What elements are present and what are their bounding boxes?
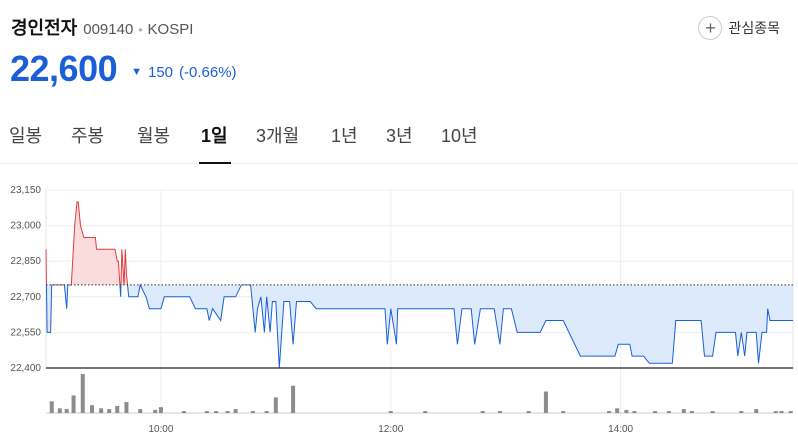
volume-bar <box>388 411 393 413</box>
tab-3month[interactable]: 3개월 <box>256 126 300 146</box>
period-tabs: 일봉 주봉 월봉 1일 3개월 1년 3년 10년 <box>0 116 798 164</box>
stock-name: 경인전자 <box>11 18 78 38</box>
volume-bar <box>689 411 694 413</box>
volume-bar <box>80 374 85 413</box>
volume-bar <box>653 411 658 413</box>
volume-bar <box>264 411 269 413</box>
volume-bar <box>115 405 120 413</box>
tab-3year[interactable]: 3년 <box>386 126 413 146</box>
volume-bar <box>291 385 296 413</box>
volume-bar <box>138 409 143 413</box>
volume-bar <box>497 411 502 413</box>
volume-bar <box>57 408 62 413</box>
volume-bar <box>480 411 485 413</box>
volume-bar <box>624 409 629 413</box>
volume-bar <box>71 395 76 413</box>
watchlist-label: 관심종목 <box>728 20 780 36</box>
volume-bar <box>423 411 428 413</box>
y-tick-label: 23,000 <box>10 221 41 232</box>
y-tick-label: 22,400 <box>10 363 41 374</box>
volume-bar <box>754 409 759 413</box>
volume-bar <box>214 411 219 413</box>
volume-bar <box>615 408 620 413</box>
volume-bar <box>250 411 255 413</box>
stock-header: 경인전자 009140 • KOSPI <box>11 14 193 44</box>
x-tick-label: 14:00 <box>608 424 633 435</box>
change-percent: (-0.66%) <box>179 63 237 81</box>
volume-bar <box>225 411 230 413</box>
volume-bar <box>632 411 637 413</box>
volume-bar <box>666 411 671 413</box>
price-line-up <box>45 201 252 285</box>
volume-bar <box>681 409 686 413</box>
volume-bar <box>49 401 54 413</box>
volume-bar <box>124 402 129 413</box>
down-arrow-icon: ▼ <box>131 66 142 78</box>
volume-bar <box>739 411 744 413</box>
area-below-reference <box>46 284 793 368</box>
volume-bar <box>158 407 163 413</box>
volume-bar <box>561 411 566 413</box>
stock-code: 009140 <box>83 21 134 38</box>
price-row: 22,600 ▼ 150 (-0.66%) <box>10 48 237 90</box>
volume-bar <box>710 411 715 413</box>
active-tab-underline <box>199 162 231 164</box>
volume-bar <box>788 411 793 413</box>
tab-monthly[interactable]: 월봉 <box>137 126 171 146</box>
current-price: 22,600 <box>10 48 118 89</box>
volume-bar <box>273 397 278 413</box>
x-tick-label: 10:00 <box>148 424 173 435</box>
plus-icon: + <box>698 16 723 40</box>
volume-bar <box>773 411 778 413</box>
intraday-chart[interactable]: 23,150 23,000 22,850 22,700 22,550 22,400 10:0… <box>0 170 798 438</box>
volume-bar <box>107 409 112 413</box>
y-tick-label: 22,550 <box>10 327 41 338</box>
volume-bar <box>181 411 186 413</box>
tab-1year[interactable]: 1년 <box>331 126 358 146</box>
price-change: ▼ 150 (-0.66%) <box>131 64 236 81</box>
change-amount: 150 <box>148 63 174 81</box>
tab-daily[interactable]: 일봉 <box>9 126 43 146</box>
tab-1day[interactable]: 1일 <box>201 126 228 146</box>
y-tick-label: 22,700 <box>10 292 41 303</box>
volume-bar <box>526 411 531 413</box>
volume-bar <box>64 409 69 413</box>
price-line-down <box>45 284 793 369</box>
volume-bar <box>233 409 238 413</box>
volume-bar <box>89 405 94 413</box>
volume-bar <box>543 391 548 413</box>
add-watchlist-button[interactable]: + 관심종목 <box>698 16 780 40</box>
plot-frame <box>45 189 794 369</box>
separator-dot: • <box>138 23 143 37</box>
y-tick-label: 22,850 <box>10 256 41 267</box>
y-tick-label: 23,150 <box>10 185 41 196</box>
volume-bar <box>607 411 612 413</box>
tab-10year[interactable]: 10년 <box>441 126 478 146</box>
market-name: KOSPI <box>147 21 194 38</box>
volume-bar <box>204 411 209 413</box>
volume-bar <box>779 411 784 413</box>
volume-bar <box>99 408 104 413</box>
volume-bar <box>153 409 158 413</box>
tab-weekly[interactable]: 주봉 <box>71 126 105 146</box>
x-tick-label: 12:00 <box>378 424 403 435</box>
